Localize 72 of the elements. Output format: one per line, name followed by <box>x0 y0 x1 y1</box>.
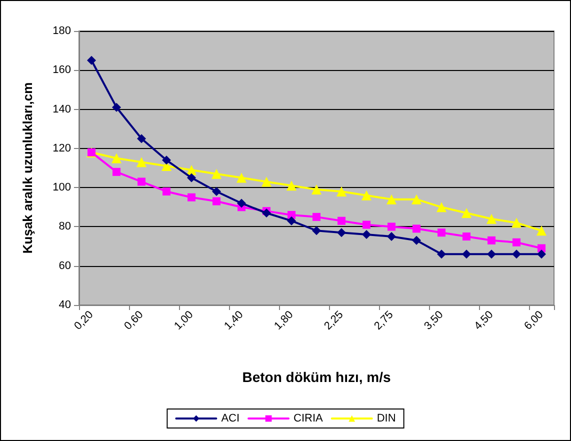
point <box>186 164 196 175</box>
point <box>336 186 346 196</box>
point <box>412 236 421 245</box>
point <box>486 214 496 224</box>
point <box>538 244 546 252</box>
point <box>312 184 322 195</box>
point <box>262 176 272 187</box>
point <box>512 238 520 246</box>
point <box>412 194 422 204</box>
point <box>412 224 420 233</box>
point <box>236 172 246 183</box>
legend-label: ACI <box>221 412 240 424</box>
y-tick-label: 80 <box>58 220 71 233</box>
point <box>512 250 521 259</box>
point <box>162 187 170 196</box>
point <box>438 228 446 237</box>
x-tick-label: 6,00 <box>522 308 546 332</box>
y-tick-label: 40 <box>58 299 71 311</box>
point <box>87 56 96 65</box>
point <box>312 226 321 236</box>
point <box>136 157 146 168</box>
legend-label: DIN <box>376 412 396 424</box>
x-tick-label: 1,80 <box>272 308 296 332</box>
point <box>512 218 522 228</box>
point <box>286 180 296 191</box>
point <box>112 153 122 164</box>
point <box>137 134 146 144</box>
point <box>362 190 372 200</box>
point <box>112 168 120 176</box>
x-tick-label: 1,40 <box>222 308 246 332</box>
point <box>387 232 396 241</box>
x-tick-label: 4,50 <box>472 308 496 332</box>
x-axis-title: Beton döküm hızı, m/s <box>242 369 391 385</box>
point <box>436 202 446 212</box>
x-tick-label: 1,00 <box>172 308 196 332</box>
x-tick-label: 0,20 <box>72 308 96 332</box>
point <box>212 186 221 196</box>
legend-label: CIRIA <box>294 412 324 424</box>
point <box>312 212 320 221</box>
point <box>536 226 546 236</box>
point <box>188 193 196 202</box>
point <box>212 168 222 179</box>
y-tick-label: 60 <box>58 260 71 272</box>
point <box>487 250 496 259</box>
point <box>162 156 171 165</box>
point <box>212 197 220 206</box>
x-tick-label: 0,60 <box>122 308 146 332</box>
y-tick-label: 160 <box>52 64 71 76</box>
y-tick-label: 120 <box>52 142 71 154</box>
point <box>362 230 371 240</box>
point <box>337 228 346 238</box>
point <box>138 178 146 186</box>
point <box>462 250 471 259</box>
y-axis-title: Kuşak aralık uzunlukları,cm <box>20 82 35 254</box>
y-tick-label: 140 <box>52 103 71 116</box>
point <box>187 173 196 182</box>
point <box>287 216 296 226</box>
x-tick-label: 3,50 <box>422 308 446 332</box>
point <box>338 216 346 225</box>
point <box>362 220 370 229</box>
point <box>488 236 496 244</box>
point <box>388 222 396 231</box>
point <box>386 194 396 204</box>
point <box>437 250 446 259</box>
y-tick-label: 100 <box>52 182 71 194</box>
point <box>537 250 546 259</box>
point <box>262 208 271 218</box>
point <box>462 208 472 218</box>
point <box>237 198 246 208</box>
y-tick-label: 180 <box>52 25 71 37</box>
point <box>462 232 470 240</box>
point <box>112 102 121 112</box>
